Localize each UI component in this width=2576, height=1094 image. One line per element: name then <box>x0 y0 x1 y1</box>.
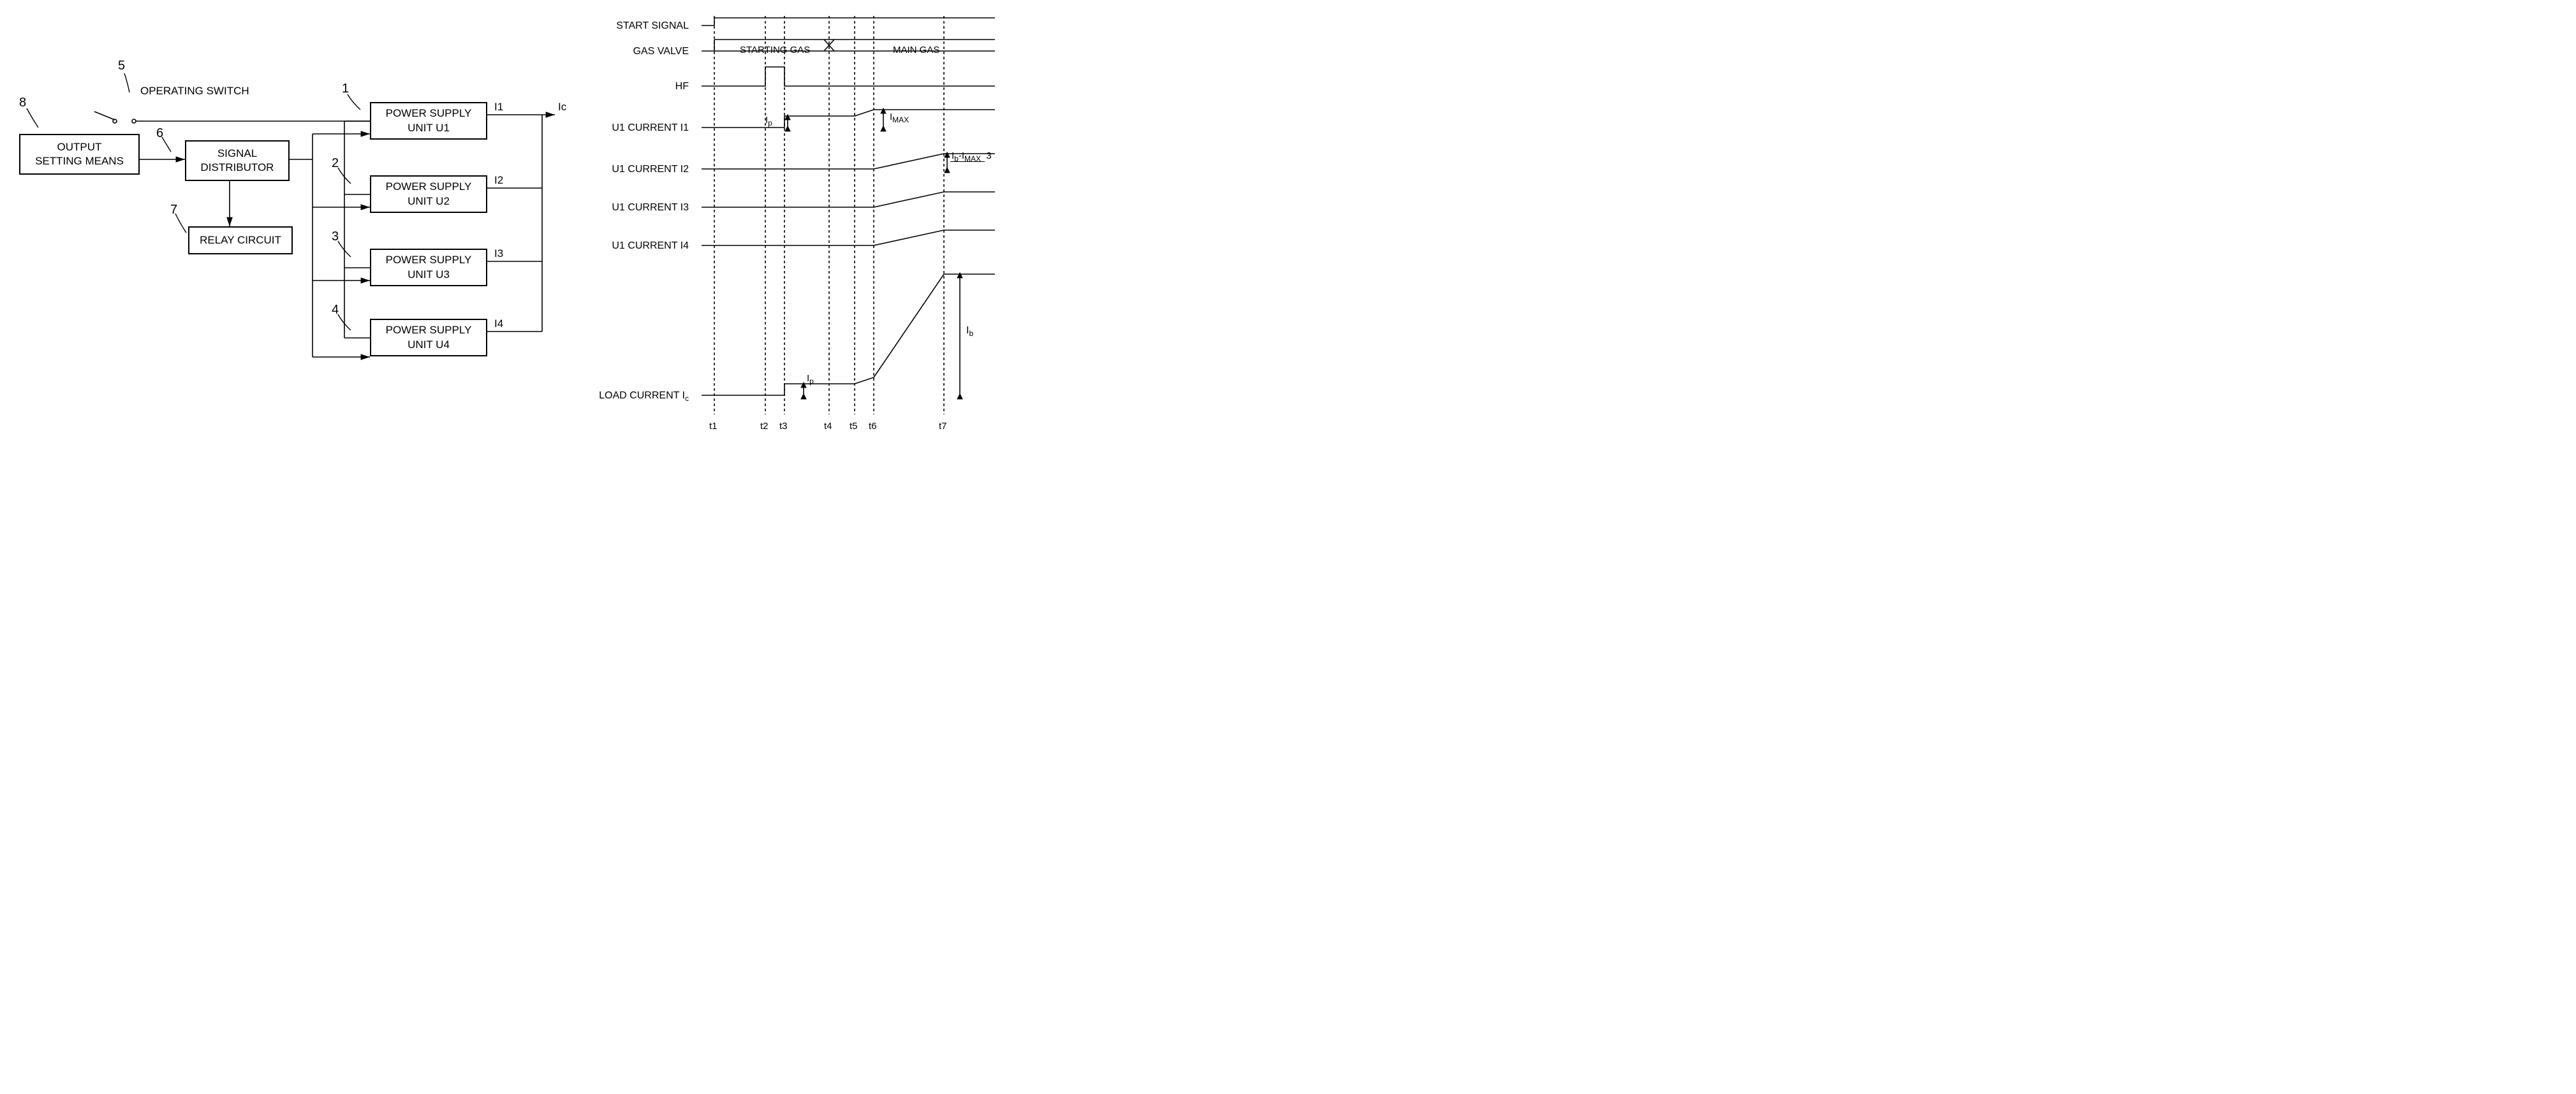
block-diagram: OUTPUT SETTING MEANS SIGNAL DISTRIBUTOR … <box>13 13 561 395</box>
callout-4: 4 <box>332 303 339 317</box>
load-current-label: LOAD CURRENT Ic <box>599 390 689 403</box>
callout-6: 6 <box>156 126 163 141</box>
frac-label: Ib-IMAX 3 <box>950 150 993 163</box>
psu-2-box: POWER SUPPLY UNIT U2 <box>370 175 487 213</box>
callout-8: 8 <box>19 96 26 110</box>
i3-label: I3 <box>494 247 503 260</box>
imax-label: IMAX <box>890 112 909 124</box>
t6-label: t6 <box>869 421 877 432</box>
psu-4-box: POWER SUPPLY UNIT U4 <box>370 319 487 356</box>
output-setting-means-box: OUTPUT SETTING MEANS <box>19 134 140 175</box>
signal-distributor-box: SIGNAL DISTRIBUTOR <box>185 140 290 181</box>
psu-3-box: POWER SUPPLY UNIT U3 <box>370 249 487 286</box>
u4-label: U1 CURRENT I4 <box>612 240 689 252</box>
i4-label: I4 <box>494 317 503 330</box>
gas-valve-label: GAS VALVE <box>633 46 689 57</box>
u2-label: U1 CURRENT I2 <box>612 164 689 175</box>
i1-label: I1 <box>494 101 503 113</box>
t5-label: t5 <box>850 421 858 432</box>
hf-label: HF <box>675 81 689 92</box>
t2-label: t2 <box>760 421 769 432</box>
relay-circuit-box: RELAY CIRCUIT <box>188 226 293 254</box>
main-gas-label: MAIN GAS <box>893 45 939 55</box>
callout-3: 3 <box>332 230 339 244</box>
timing-diagram: START SIGNAL GAS VALVE HF U1 CURRENT I1 … <box>587 13 1008 446</box>
t7-label: t7 <box>939 421 947 432</box>
ip-label: Ip <box>765 115 772 128</box>
ip-load-label: Ip <box>807 373 814 386</box>
ib-label: Ib <box>966 325 973 338</box>
ic-label: Ic <box>558 101 566 113</box>
starting-gas-label: STARTING GAS <box>740 45 810 55</box>
callout-5: 5 <box>118 59 125 73</box>
i2-label: I2 <box>494 174 503 187</box>
operating-switch-label: OPERATING SWITCH <box>140 85 249 98</box>
start-signal-label: START SIGNAL <box>616 20 689 32</box>
u3-label: U1 CURRENT I3 <box>612 202 689 214</box>
callout-1: 1 <box>342 82 349 96</box>
t4-label: t4 <box>824 421 832 432</box>
t1-label: t1 <box>709 421 718 432</box>
callout-2: 2 <box>332 156 339 171</box>
callout-7: 7 <box>170 203 177 217</box>
u1-label: U1 CURRENT I1 <box>612 122 689 134</box>
t3-label: t3 <box>779 421 788 432</box>
psu-1-box: POWER SUPPLY UNIT U1 <box>370 102 487 140</box>
